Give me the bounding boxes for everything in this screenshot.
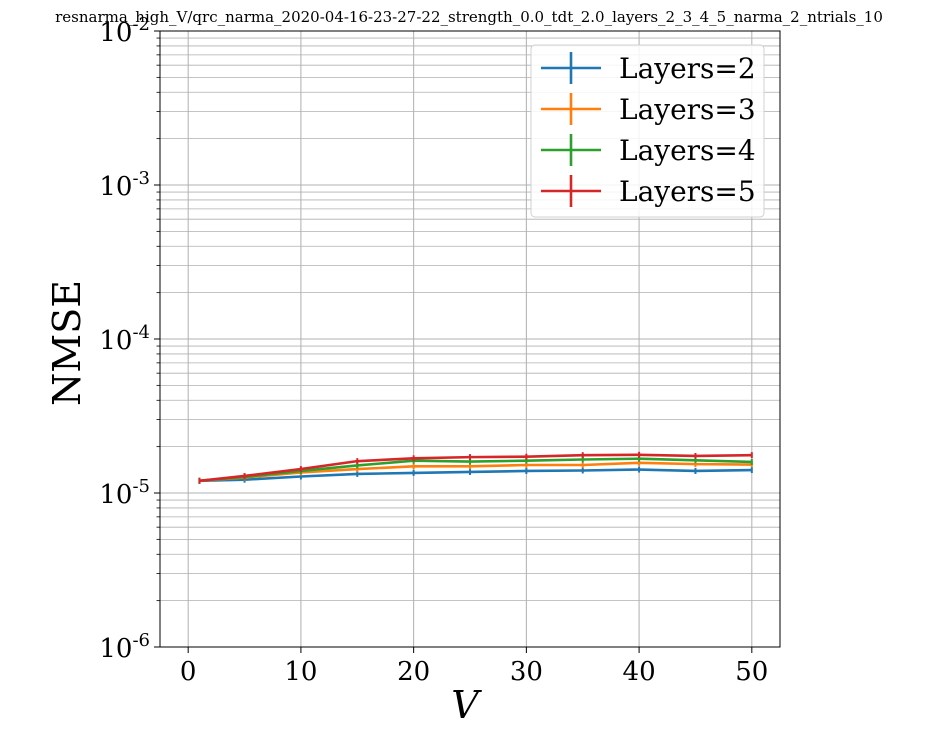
y-axis-label: NMSE <box>45 280 89 406</box>
chart-title: resnarma_high_V/qrc_narma_2020-04-16-23-… <box>55 8 883 26</box>
y-axis-ticks: 10-6 10-5 10-4 10-3 10-2 <box>99 14 160 664</box>
x-tick-label: 30 <box>510 657 543 687</box>
x-tick-label: 50 <box>735 657 768 687</box>
legend-label: Layers=3 <box>619 93 756 126</box>
y-tick-label: 10-5 <box>99 476 150 510</box>
x-tick-label: 0 <box>180 657 197 687</box>
y-tick-label: 10-2 <box>99 14 150 48</box>
x-tick-label: 40 <box>623 657 656 687</box>
legend-label: Layers=2 <box>619 52 756 85</box>
y-tick-label: 10-4 <box>99 322 150 356</box>
legend-label: Layers=5 <box>619 175 756 208</box>
series-lines <box>198 451 753 484</box>
y-tick-label: 10-6 <box>99 630 150 664</box>
x-axis-ticks: 0 10 20 30 40 50 <box>180 647 768 687</box>
x-axis-label: V <box>451 683 482 727</box>
x-tick-label: 20 <box>397 657 430 687</box>
x-tick-label: 10 <box>284 657 317 687</box>
legend-box <box>530 44 765 218</box>
legend: Layers=2 Layers=3 Layers=4 Layers=5 <box>530 44 765 218</box>
legend-label: Layers=4 <box>619 134 756 167</box>
y-tick-label: 10-3 <box>99 168 150 202</box>
